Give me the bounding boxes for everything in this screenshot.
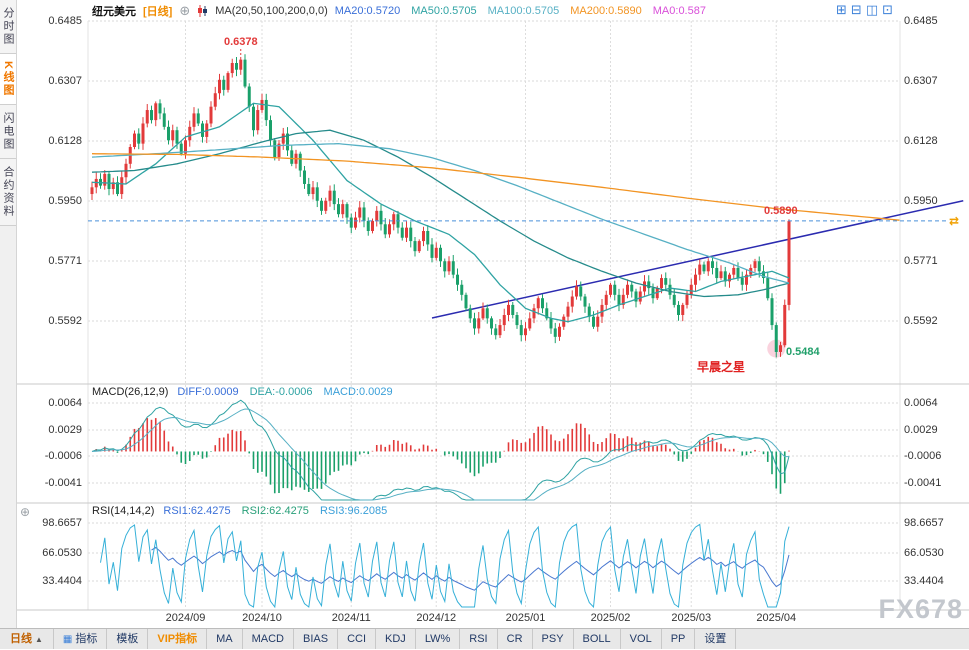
toolbar-item-PP[interactable]: PP [662,629,696,649]
sidebar-tab-contract-info[interactable]: 合约资料 [0,158,16,226]
toolbar-item-CCI[interactable]: CCI [338,629,377,649]
toolbar-item-LW%[interactable]: LW% [416,629,461,649]
price-line-marker-icon[interactable]: ⇄ [949,214,960,228]
rsi-panel-header: RSI(14,14,2) RSI1:62.4275 RSI2:62.4275 RSI… [92,505,389,517]
macd-values: DIFF:0.0009 DEA:-0.0006 MACD:0.0029 [177,386,394,398]
add-compare-icon[interactable]: ⊕ [179,3,191,18]
rsi-value: RSI1:62.4275 [163,505,231,517]
toolbar-item-CR[interactable]: CR [498,629,533,649]
period-badge: [日线] [143,5,173,18]
toolbar-item-MACD[interactable]: MACD [243,629,294,649]
period-selector-label: 日线 [10,633,32,645]
toolbar-items: ▦ 指标 模板 VIP指标 MA MACD BIAS CCI KDJ LW% RSI CR PSY BOL… [54,629,737,649]
ma-values: MA20:0.5720 MA50:0.5705 MA100:0.5705 MA200:… [335,5,708,17]
grid-layout-icon[interactable]: ⊞ [836,2,847,17]
layout-switcher: ⊞ ⊟ ◫ ⊡ [836,3,893,17]
rsi-values: RSI1:62.4275 RSI2:62.4275 RSI3:96.2085 [163,505,389,517]
macd-value: DEA:-0.0006 [249,386,313,398]
toolbar-item-BOLL[interactable]: BOLL [574,629,621,649]
rsi-title[interactable]: RSI(14,14,2) [92,505,155,517]
chart-header: 纽元美元 [日线] ⊕ MA(20,50,100,200,0,0) MA20:0… [92,3,708,18]
ma-settings-label[interactable]: MA(20,50,100,200,0,0) [215,4,328,17]
rsi-value: RSI3:96.2085 [319,505,388,517]
single-view-icon[interactable]: ⊡ [882,2,894,17]
macd-value: MACD:0.0029 [323,386,393,398]
ma-value: MA200:0.5890 [570,4,642,17]
toolbar-item-RSI[interactable]: RSI [460,629,498,649]
sidebar-tab-kline[interactable]: K线图 [0,54,16,105]
indicator-icon: ▦ [62,634,73,645]
add-panel-indicator-icon[interactable]: ⊕ [20,505,31,519]
watermark: FX678 [878,594,963,624]
candlestick-icon [197,4,208,17]
toolbar-item-MA[interactable]: MA [207,629,243,649]
toolbar-item-KDJ[interactable]: KDJ [376,629,416,649]
macd-panel-header: MACD(26,12,9) DIFF:0.0009 DEA:-0.0006 MACD… [92,386,395,398]
dropdown-arrow-icon: ▲ [35,635,43,644]
rsi-value: RSI2:62.4275 [241,505,309,517]
toolbar-item-VIP指标[interactable]: VIP指标 [148,629,208,649]
ma-value: MA50:0.5705 [411,4,477,17]
toolbar-item-PSY[interactable]: PSY [533,629,574,649]
symbol-name: 纽元美元 [92,5,136,18]
toolbar-item-模板[interactable]: 模板 [107,629,149,649]
macd-value: DIFF:0.0009 [177,386,239,398]
toolbar-item-设置[interactable]: 设置 [695,629,737,649]
left-sidebar: 分时图 K线图 闪电图 合约资料 [0,0,17,628]
toolbar-item-指标[interactable]: ▦ 指标 [54,629,108,649]
vertical-split-icon[interactable]: ◫ [865,2,879,17]
ma-value: MA0:0.587 [652,4,706,17]
toolbar-item-VOL[interactable]: VOL [621,629,662,649]
horizontal-split-icon[interactable]: ⊟ [850,2,862,17]
sidebar-tab-lightning[interactable]: 闪电图 [0,104,16,159]
sidebar-tab-timeshare[interactable]: 分时图 [0,0,16,54]
macd-title[interactable]: MACD(26,12,9) [92,386,169,398]
bottom-toolbar: 日线 ▲ ▦ 指标 模板 VIP指标 MA MACD BIAS CCI KDJ LW% RSI CR PS… [0,628,969,649]
toolbar-item-BIAS[interactable]: BIAS [294,629,339,649]
ma-value: MA100:0.5705 [487,4,560,17]
period-selector[interactable]: 日线 ▲ [0,629,54,649]
ma-value: MA20:0.5720 [334,4,401,17]
